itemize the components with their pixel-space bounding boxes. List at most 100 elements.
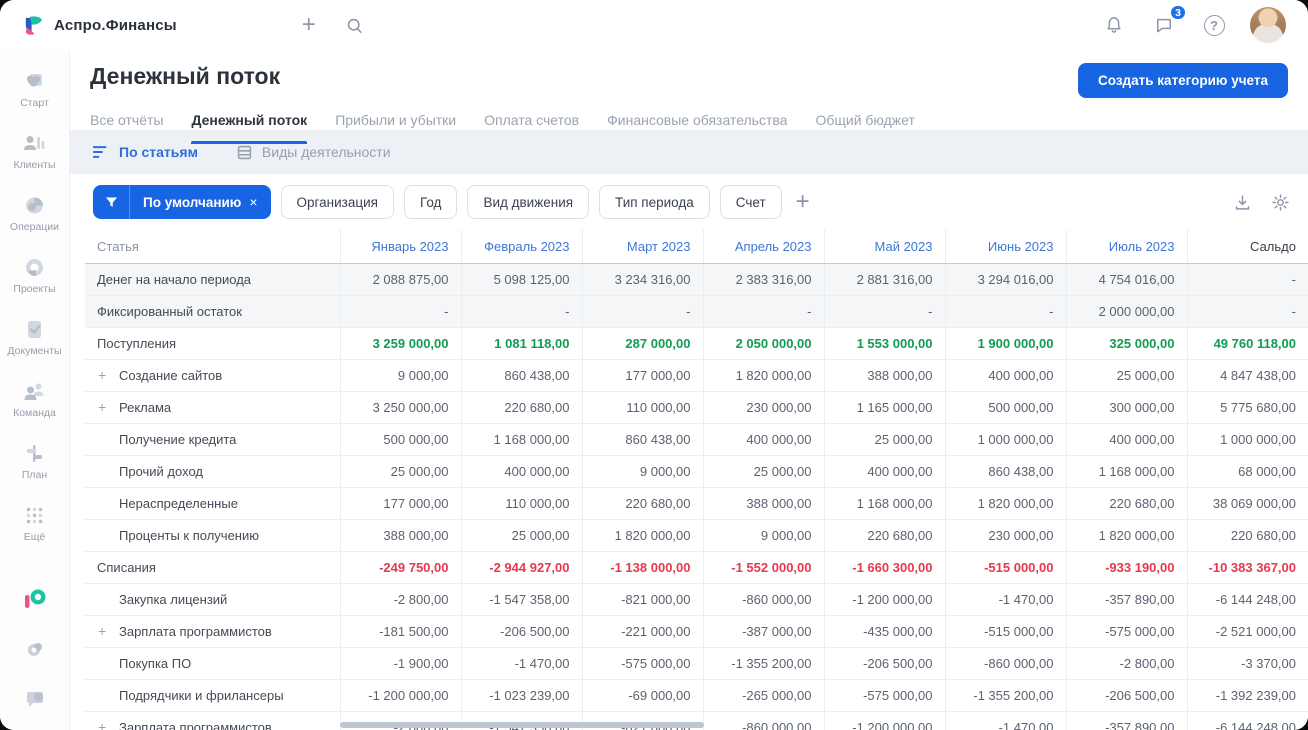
tab-общий-бюджет[interactable]: Общий бюджет: [815, 112, 915, 128]
tab-все-отчёты[interactable]: Все отчёты: [90, 112, 164, 128]
cell-value: 110 000,00: [461, 487, 583, 520]
table-row[interactable]: Закупка лицензий -2 800,00 -1 547 358,00 -8…: [85, 583, 1308, 616]
add-filter-icon[interactable]: +: [792, 190, 814, 214]
table-row[interactable]: Нераспределенные 177 000,00 110 000,00 220 …: [85, 487, 1308, 520]
page-header: Денежный поток Создать категорию учета В…: [70, 50, 1308, 144]
gear-icon[interactable]: [1271, 193, 1290, 212]
sidebar-item-label: Клиенты: [13, 159, 56, 171]
sidebar-item-start[interactable]: Старт: [7, 68, 61, 109]
cell-value: -1 547 358,00: [461, 583, 583, 616]
cell-value: -357 890,00: [1066, 583, 1188, 616]
column-header-month-2[interactable]: Февраль 2023: [461, 230, 583, 264]
cell-value: 388 000,00: [703, 487, 825, 520]
row-label: + Реклама: [85, 391, 341, 424]
sidebar-item-projects[interactable]: Проекты: [7, 254, 61, 295]
sidebar-item-clients[interactable]: Клиенты: [7, 130, 61, 171]
filter-chip-год[interactable]: Год: [403, 185, 458, 219]
table-row[interactable]: Списания -249 750,00 -2 944 927,00 -1 138 0…: [85, 551, 1308, 584]
cell-value: -249 750,00: [340, 551, 462, 584]
support-chat-icon[interactable]: [23, 688, 47, 712]
settings-icon[interactable]: [23, 638, 47, 662]
operations-icon: [22, 192, 47, 218]
expand-plus-icon[interactable]: +: [98, 623, 107, 639]
cell-value: 25 000,00: [1066, 359, 1188, 392]
cell-value: 1 168 000,00: [461, 423, 583, 456]
cell-value: -1 355 200,00: [945, 679, 1067, 712]
table-row[interactable]: Подрядчики и фрилансеры -1 200 000,00 -1 0…: [85, 679, 1308, 712]
row-label: + Зарплата программистов: [85, 615, 341, 648]
cell-value: 9 000,00: [340, 359, 462, 392]
cell-value: 9 000,00: [582, 455, 704, 488]
table-row[interactable]: +Зарплата программистов-2 800,00-1 547 3…: [85, 711, 1308, 730]
row-label: + Зарплата программистов: [85, 711, 341, 730]
sidebar-item-operations[interactable]: Операции: [7, 192, 61, 233]
sidebar-item-more[interactable]: Ещё: [7, 502, 61, 543]
table-row[interactable]: Денег на начало периода 2 088 875,00 5 098…: [85, 263, 1308, 296]
cell-value: 1 820 000,00: [703, 359, 825, 392]
cell-value: 1 081 118,00: [461, 327, 583, 360]
column-header-month-4[interactable]: Апрель 2023: [703, 230, 825, 264]
filter-chip-счет[interactable]: Счет: [719, 185, 782, 219]
active-filter-chip[interactable]: По умолчанию ×: [93, 185, 271, 219]
cell-value: 388 000,00: [340, 519, 462, 552]
cell-value: 38 069 000,00: [1187, 487, 1308, 520]
create-category-button[interactable]: Создать категорию учета: [1078, 63, 1288, 98]
table-row[interactable]: Покупка ПО -1 900,00 -1 470,00 -575 000,00-…: [85, 647, 1308, 680]
cell-value: 4 847 438,00: [1187, 359, 1308, 392]
table-row[interactable]: Прочий доход 25 000,00 400 000,00 9 000,00 2…: [85, 455, 1308, 488]
table-row[interactable]: Проценты к получению 388 000,00 25 000,00 1…: [85, 519, 1308, 552]
table-row[interactable]: Поступления 3 259 000,00 1 081 118,00 287 0…: [85, 327, 1308, 360]
table-row[interactable]: + Реклама 3 250 000,00 220 680,00 110 000,00…: [85, 391, 1308, 424]
cell-value: -435 000,00: [824, 615, 946, 648]
sidebar-item-plan[interactable]: План: [7, 440, 61, 481]
tab-прибыли-и-убытки[interactable]: Прибыли и убытки: [335, 112, 457, 128]
search-icon[interactable]: [341, 11, 369, 39]
tab-оплата-счетов[interactable]: Оплата счетов: [484, 112, 580, 128]
active-filter-label: По умолчанию: [143, 194, 242, 210]
expand-plus-icon[interactable]: +: [98, 399, 107, 415]
view-tab-по-статьям[interactable]: По статьям: [92, 144, 198, 160]
sidebar-item-label: Старт: [20, 97, 49, 109]
expand-plus-icon[interactable]: +: [98, 367, 107, 383]
table-row[interactable]: Получение кредита 500 000,00 1 168 000,00 8…: [85, 423, 1308, 456]
quick-add-icon[interactable]: +: [295, 11, 323, 39]
column-header-month-6[interactable]: Июнь 2023: [945, 230, 1067, 264]
table-row[interactable]: + Создание сайтов 9 000,00 860 438,00 177 00…: [85, 359, 1308, 392]
tab-финансовые-обязательства[interactable]: Финансовые обязательства: [607, 112, 788, 128]
cell-value: 3 250 000,00: [340, 391, 462, 424]
cell-value: -575 000,00: [824, 679, 946, 712]
tab-денежный-поток[interactable]: Денежный поток: [191, 110, 307, 144]
cell-value: 49 760 118,00: [1187, 327, 1308, 360]
column-header-month-3[interactable]: Март 2023: [582, 230, 704, 264]
view-tab-виды-деятельности[interactable]: Виды деятельности: [236, 144, 391, 161]
table-row[interactable]: Фиксированный остаток - - - - - -2 000 000,00-: [85, 295, 1308, 328]
partner-logo-icon[interactable]: [22, 586, 48, 612]
horizontal-scrollbar-thumb[interactable]: [340, 722, 704, 728]
cell-value: 860 438,00: [945, 455, 1067, 488]
filter-chip-тип-периода[interactable]: Тип периода: [599, 185, 710, 219]
cell-value: 400 000,00: [945, 359, 1067, 392]
help-icon[interactable]: ?: [1200, 11, 1228, 39]
expand-plus-icon[interactable]: +: [98, 719, 107, 730]
column-header-month-1[interactable]: Январь 2023: [340, 230, 462, 264]
cell-value: -575 000,00: [1066, 615, 1188, 648]
remove-filter-icon[interactable]: ×: [249, 194, 258, 210]
cell-value: -: [703, 295, 825, 328]
filter-chip-организация[interactable]: Организация: [280, 185, 394, 219]
sidebar-item-documents[interactable]: Документы: [7, 316, 62, 357]
download-icon[interactable]: [1233, 193, 1252, 212]
cashflow-table-wrap: Статья Январь 2023 Февраль 2023 Март 2023 Ап…: [70, 230, 1308, 730]
chat-icon[interactable]: [1150, 11, 1178, 39]
cell-value: -515 000,00: [945, 615, 1067, 648]
table-row[interactable]: + Зарплата программистов -181 500,00 -206 5…: [85, 615, 1308, 648]
cell-value: 230 000,00: [945, 519, 1067, 552]
bell-icon[interactable]: [1100, 11, 1128, 39]
cell-value: -515 000,00: [945, 551, 1067, 584]
filter-chip-вид-движения[interactable]: Вид движения: [467, 185, 590, 219]
sidebar-item-team[interactable]: Команда: [7, 378, 61, 419]
cell-value: 25 000,00: [340, 455, 462, 488]
column-header-month-7[interactable]: Июль 2023: [1066, 230, 1188, 264]
brand-name: Аспро.Финансы: [54, 16, 177, 34]
user-avatar[interactable]: [1250, 7, 1286, 43]
column-header-month-5[interactable]: Май 2023: [824, 230, 946, 264]
